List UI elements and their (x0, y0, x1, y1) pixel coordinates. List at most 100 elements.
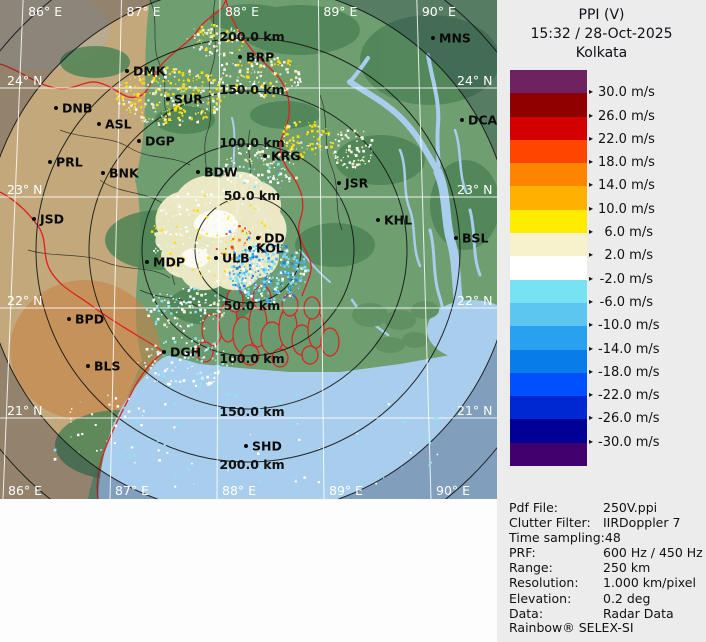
echo-speckle (255, 142, 257, 145)
echo-speckle (234, 220, 237, 223)
echo-speckle (356, 148, 359, 152)
echo-speckle (364, 163, 366, 165)
range-ring-label: 100.0 km (219, 351, 284, 366)
echo-speckle (134, 112, 137, 115)
echo-speckle (247, 236, 251, 240)
echo-speckle (292, 273, 294, 275)
station-label: JSD (39, 212, 64, 227)
echo-speckle (213, 24, 216, 27)
echo-speckle (359, 137, 362, 139)
echo-speckle (219, 98, 221, 101)
echo-speckle (193, 98, 196, 101)
echo-speckle (272, 300, 276, 304)
echo-speckle (381, 427, 383, 429)
echo-speckle (223, 96, 225, 98)
echo-speckle (176, 87, 180, 91)
echo-speckle (159, 293, 161, 295)
echo-speckle (129, 78, 131, 80)
echo-speckle (239, 253, 241, 255)
legend-block (510, 233, 587, 257)
echo-speckle (347, 148, 351, 152)
echo-speckle (199, 321, 202, 323)
echo-speckle (168, 382, 171, 386)
echo-speckle (181, 72, 185, 75)
echo-speckle (153, 249, 155, 252)
echo-speckle (297, 445, 300, 447)
echo-speckle (166, 451, 169, 454)
echo-speckle (348, 145, 351, 148)
echo-speckle (246, 259, 249, 262)
echo-speckle (274, 179, 276, 181)
echo-speckle (214, 359, 217, 362)
echo-speckle (428, 441, 432, 445)
echo-speckle (204, 299, 207, 301)
station-dot (101, 171, 105, 175)
echo-speckle (254, 224, 257, 227)
echo-speckle (357, 438, 360, 441)
echo-speckle (262, 82, 266, 85)
echo-speckle (160, 228, 164, 232)
echo-speckle (244, 266, 246, 268)
echo-speckle (207, 77, 209, 80)
echo-speckle (212, 248, 215, 251)
echo-speckle (192, 251, 195, 253)
echo-speckle (143, 82, 146, 85)
echo-speckle (204, 115, 208, 118)
echo-speckle (335, 161, 339, 164)
echo-speckle (291, 281, 294, 283)
echo-speckle (265, 54, 268, 57)
echo-speckle (79, 401, 81, 403)
echo-speckle (133, 93, 136, 96)
echo-speckle (197, 89, 200, 92)
echo-speckle (230, 28, 233, 31)
echo-speckle (134, 462, 136, 464)
echo-speckle (198, 386, 201, 389)
echo-speckle (272, 85, 275, 88)
echo-speckle (243, 179, 246, 182)
echo-speckle (220, 53, 222, 55)
legend-label: 18.0 m/s (598, 155, 655, 171)
echo-speckle (159, 247, 163, 251)
echo-speckle (307, 145, 309, 147)
echo-speckle (269, 175, 272, 178)
legend-block (510, 256, 587, 280)
echo-speckle (232, 168, 236, 171)
echo-speckle (194, 310, 197, 314)
echo-speckle (248, 179, 251, 181)
echo-speckle (142, 410, 145, 413)
echo-speckle (237, 31, 239, 34)
echo-speckle (332, 142, 335, 145)
echo-speckle (271, 260, 274, 263)
echo-speckle (287, 141, 289, 143)
echo-speckle (298, 252, 300, 255)
lat-label-right: 23° N (457, 182, 492, 197)
echo-speckle (260, 267, 263, 270)
echo-speckle (163, 230, 165, 232)
echo-speckle (211, 97, 215, 101)
echo-speckle (154, 110, 157, 113)
echo-speckle (182, 79, 185, 82)
echo-speckle (181, 114, 184, 117)
echo-speckle (269, 82, 272, 85)
echo-speckle (241, 90, 243, 92)
echo-speckle (354, 153, 356, 155)
echo-speckle (249, 257, 253, 260)
echo-speckle (210, 81, 213, 84)
echo-speckle (223, 350, 225, 352)
echo-speckle (255, 181, 258, 184)
echo-speckle (302, 272, 305, 276)
echo-speckle (285, 133, 288, 136)
rivers (230, 53, 485, 363)
echo-speckle (185, 84, 187, 86)
echo-speckle (262, 86, 264, 89)
echo-speckle (147, 121, 149, 122)
echo-speckle (235, 87, 238, 89)
echo-speckle (295, 283, 297, 285)
echo-speckle (242, 90, 245, 93)
echo-speckle (254, 70, 256, 72)
echo-speckle (269, 301, 272, 304)
echo-speckle (191, 462, 193, 465)
echo-speckle (161, 374, 165, 378)
echo-speckle (214, 294, 217, 297)
info-value: 48 (604, 530, 621, 546)
